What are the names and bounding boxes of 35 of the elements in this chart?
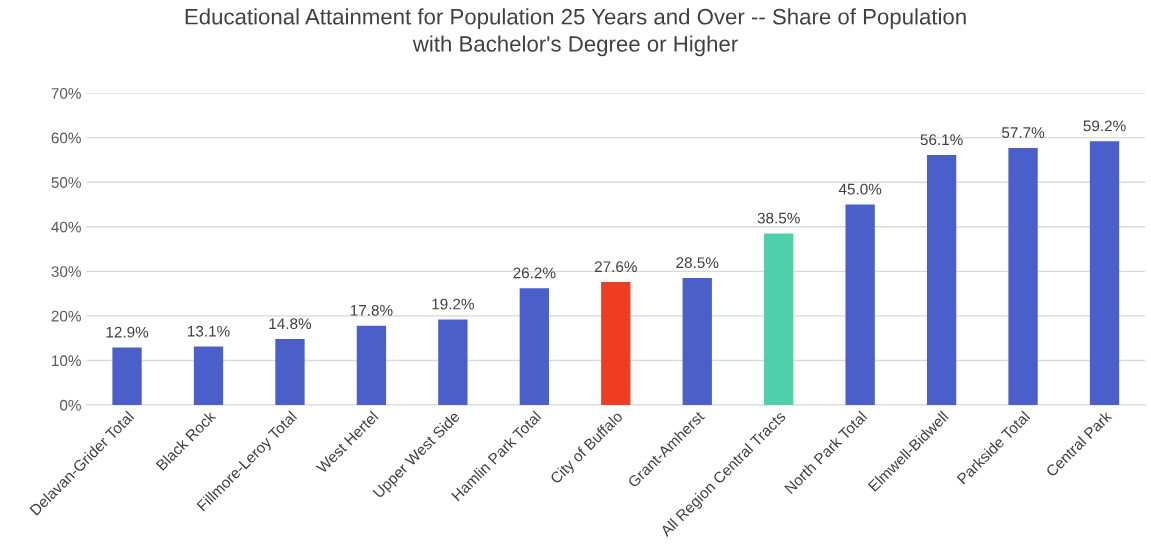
bar [1008, 147, 1038, 405]
y-tick-label: 0% [59, 399, 81, 411]
data-label: 27.6% [594, 261, 637, 273]
bar [438, 319, 468, 405]
bar [193, 346, 224, 405]
y-tick-label: 40% [51, 221, 81, 233]
data-label: 14.8% [269, 318, 312, 330]
bar [601, 282, 631, 405]
y-tick-label: 60% [51, 132, 81, 144]
bar [682, 278, 712, 405]
bar [519, 288, 549, 405]
y-tick-label: 10% [52, 355, 81, 367]
chart-title: Educational Attainment for Population 25 Years and Over -- Share of Population with Bachelor's Degree or Higher [185, 8, 966, 57]
data-label: 17.8% [350, 304, 393, 316]
bar [926, 155, 957, 405]
bar [356, 325, 387, 405]
data-label: 19.2% [432, 298, 474, 310]
data-label: 28.5% [676, 257, 719, 269]
data-label: 45.0% [838, 183, 882, 195]
bar [764, 233, 794, 405]
data-label: 38.5% [757, 212, 800, 224]
data-label: 59.2% [1083, 120, 1126, 132]
bar [845, 204, 875, 405]
y-tick-label: 50% [51, 177, 81, 188]
data-label: 12.9% [106, 326, 149, 338]
data-label: 56.1% [920, 134, 963, 146]
y-tick-label: 30% [51, 266, 81, 278]
bar [112, 347, 142, 405]
y-tick-label: 20% [51, 310, 81, 322]
data-label: 26.2% [513, 267, 556, 279]
data-label: 13.1% [188, 325, 230, 337]
bar [275, 339, 305, 405]
data-label: 57.7% [1002, 127, 1045, 138]
bar [1089, 141, 1120, 405]
y-tick-label: 70% [51, 87, 81, 99]
